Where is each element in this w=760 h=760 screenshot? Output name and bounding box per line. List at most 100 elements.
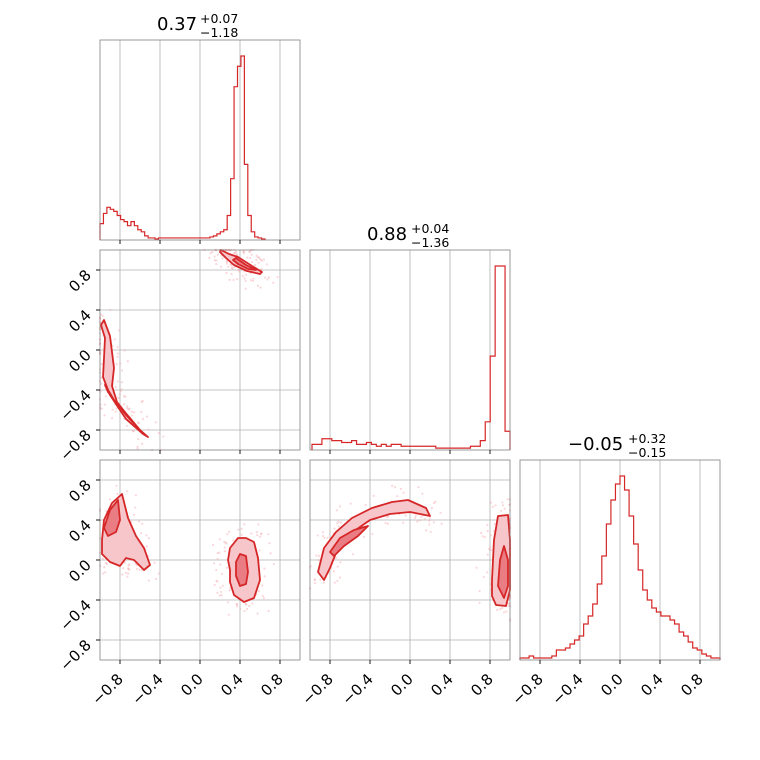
contour-inner-fill-2-0-0 xyxy=(104,500,120,536)
scatter-point xyxy=(136,447,139,450)
scatter-point xyxy=(162,435,165,438)
scatter-point xyxy=(323,536,326,540)
title-1-plus: +0.04 xyxy=(411,221,449,236)
scatter-point xyxy=(421,492,424,495)
scatter-point xyxy=(242,250,245,253)
scatter-point xyxy=(113,338,116,341)
scatter-point xyxy=(141,522,144,525)
scatter-point xyxy=(482,575,485,579)
scatter-point xyxy=(434,500,437,503)
x-tick-label-col0-0: −0.8 xyxy=(88,670,126,708)
scatter-point xyxy=(261,259,264,262)
scatter-point xyxy=(123,395,126,398)
scatter-point xyxy=(118,393,122,396)
scatter-point xyxy=(250,253,253,256)
scatter-point xyxy=(267,533,270,536)
scatter-point xyxy=(212,562,216,565)
scatter-point xyxy=(237,268,240,271)
title-1-median: 0.88 xyxy=(367,224,407,245)
scatter-point xyxy=(256,534,259,537)
scatter-point xyxy=(246,256,249,259)
scatter-point xyxy=(314,582,317,585)
scatter-point xyxy=(269,552,272,555)
scatter-point xyxy=(391,484,394,487)
x-tick-label-col2-2: 0.0 xyxy=(597,670,627,700)
scatter-point xyxy=(216,551,219,555)
y-tick-label-row1-3: −0.4 xyxy=(56,386,94,424)
scatter-point xyxy=(230,272,233,276)
title-0-minus: −1.18 xyxy=(200,25,238,40)
scatter-point xyxy=(494,504,497,507)
scatter-point xyxy=(253,263,257,267)
scatter-point xyxy=(321,531,325,534)
scatter-point xyxy=(234,250,238,253)
scatter-point xyxy=(255,258,258,262)
scatter-point xyxy=(223,540,226,543)
scatter-point xyxy=(218,538,221,541)
scatter-point xyxy=(132,513,136,516)
scatter-point xyxy=(130,414,133,417)
scatter-point xyxy=(242,252,246,255)
scatter-point xyxy=(137,520,141,523)
scatter-point xyxy=(220,593,223,597)
scatter-point xyxy=(489,546,492,549)
scatter-point xyxy=(130,410,133,413)
scatter-point xyxy=(103,414,106,417)
scatter-point xyxy=(496,608,499,611)
scatter-point xyxy=(125,490,129,493)
scatter-point xyxy=(145,534,148,537)
scatter-point xyxy=(491,505,494,508)
scatter-point xyxy=(125,571,128,575)
scatter-point xyxy=(223,550,226,553)
scatter-point xyxy=(134,494,137,497)
scatter-point xyxy=(259,257,262,260)
scatter-point xyxy=(123,349,126,352)
histogram-param-1 xyxy=(311,265,511,450)
scatter-point xyxy=(258,549,261,552)
scatter-point xyxy=(503,507,506,510)
scatter-point xyxy=(272,281,275,284)
scatter-point xyxy=(316,534,319,537)
title-0-plus: +0.07 xyxy=(200,11,238,26)
scatter-point xyxy=(240,533,243,536)
scatter-point xyxy=(120,388,123,391)
contour-inner-fill-2-0-1 xyxy=(236,554,248,586)
scatter-point xyxy=(231,267,234,270)
scatter-point xyxy=(332,570,336,573)
scatter-point xyxy=(414,516,417,519)
scatter-point xyxy=(257,590,260,593)
scatter-point xyxy=(257,523,260,526)
scatter-point xyxy=(268,542,271,545)
scatter-point xyxy=(127,408,130,411)
scatter-point xyxy=(219,586,222,589)
scatter-point xyxy=(115,363,118,366)
scatter-point xyxy=(493,522,496,525)
x-tick-label-col2-4: 0.8 xyxy=(677,670,707,700)
scatter-point xyxy=(267,609,270,613)
scatter-point xyxy=(250,261,254,264)
scatter-point xyxy=(215,263,218,266)
scatter-point xyxy=(126,575,129,578)
scatter-point xyxy=(140,410,143,414)
scatter-point xyxy=(227,601,230,604)
x-tick-label-col0-3: 0.4 xyxy=(217,670,247,700)
scatter-point xyxy=(244,603,248,606)
y-tick-label-row1-2: 0.0 xyxy=(65,346,95,376)
scatter-point xyxy=(224,541,227,544)
scatter-point xyxy=(223,546,226,549)
scatter-point xyxy=(216,557,219,560)
scatter-point xyxy=(215,579,218,582)
scatter-point xyxy=(136,421,140,424)
y-tick-label-row2-4: −0.8 xyxy=(56,636,94,674)
scatter-point xyxy=(147,428,150,431)
scatter-point xyxy=(100,407,103,410)
y-tick-label-row2-2: 0.0 xyxy=(65,556,95,586)
scatter-point xyxy=(243,609,246,613)
scatter-point xyxy=(478,601,481,604)
scatter-point xyxy=(105,562,109,565)
scatter-point xyxy=(428,517,431,520)
scatter-point xyxy=(218,594,221,597)
scatter-point xyxy=(319,578,322,581)
scatter-point xyxy=(384,521,387,525)
